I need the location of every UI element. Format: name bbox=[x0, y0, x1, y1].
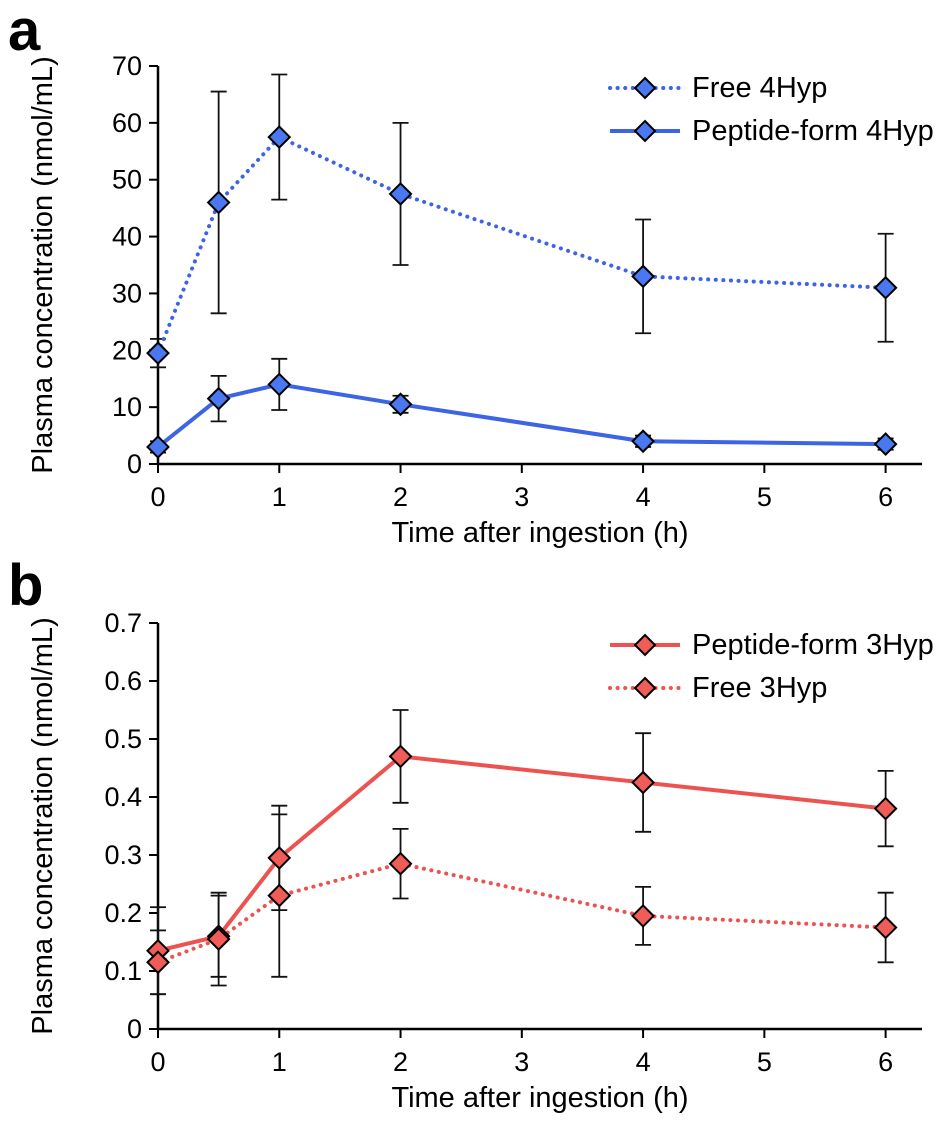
data-point-marker bbox=[267, 845, 292, 870]
data-point-marker bbox=[873, 275, 898, 300]
data-point-marker bbox=[873, 432, 898, 457]
data-point-marker bbox=[146, 341, 170, 366]
x-tick-label: 3 bbox=[514, 482, 529, 512]
data-point-marker bbox=[631, 429, 655, 454]
data-point-marker bbox=[267, 883, 292, 908]
y-tick-label: 0.7 bbox=[104, 608, 142, 638]
y-tick-label: 0.1 bbox=[104, 956, 142, 986]
series-line bbox=[156, 861, 888, 965]
data-point-marker bbox=[631, 264, 655, 289]
data-point-marker bbox=[388, 851, 413, 876]
x-tick-label: 6 bbox=[878, 482, 893, 512]
data-point-marker bbox=[388, 182, 413, 206]
data-point-marker bbox=[146, 435, 170, 459]
legend-label: Peptide-form 3Hyp bbox=[692, 629, 934, 661]
legend-marker bbox=[633, 633, 657, 657]
data-point-marker bbox=[388, 744, 413, 769]
x-tick-label: 4 bbox=[636, 482, 651, 512]
y-tick-label: 40 bbox=[112, 222, 142, 252]
x-axis-title: Time after ingestion (h) bbox=[391, 517, 688, 549]
y-tick-label: 60 bbox=[112, 108, 142, 138]
y-axis-title: Plasma concentration (nmol/mL) bbox=[27, 617, 59, 1034]
y-tick-label: 0.3 bbox=[104, 840, 142, 870]
y-tick-label: 0.4 bbox=[104, 782, 142, 812]
data-point-marker bbox=[206, 927, 231, 952]
data-point-marker bbox=[146, 950, 170, 975]
data-point-marker bbox=[388, 392, 413, 417]
data-point-marker bbox=[631, 903, 655, 928]
data-point-marker bbox=[206, 386, 231, 411]
panel-a-label: a bbox=[8, 0, 41, 63]
data-point-marker bbox=[267, 125, 292, 149]
y-axis-title: Plasma concentration (nmol/mL) bbox=[27, 56, 59, 473]
legend-marker bbox=[633, 676, 657, 700]
x-tick-label: 2 bbox=[393, 1047, 408, 1077]
y-tick-label: 30 bbox=[112, 278, 142, 308]
y-tick-label: 0.6 bbox=[104, 666, 142, 696]
x-tick-label: 5 bbox=[757, 482, 772, 512]
chart-panel-b: 0 1 2 3 4 5 6 0 0.1 0.2 0.3 0.4 0.5 0.6 0.7 Time after … bbox=[27, 608, 934, 1114]
series-line bbox=[156, 382, 886, 449]
y-tick-label: 0.2 bbox=[104, 898, 142, 928]
panel-b-label: b bbox=[8, 553, 44, 618]
y-tick-label: 0 bbox=[127, 1014, 142, 1044]
legend-label: Peptide-form 4Hyp bbox=[692, 115, 934, 147]
x-tick-label: 1 bbox=[272, 482, 287, 512]
y-tick-label: 20 bbox=[112, 335, 142, 365]
legend-label: Free 3Hyp bbox=[692, 672, 827, 704]
y-tick-label: 0 bbox=[127, 449, 142, 479]
x-tick-label: 6 bbox=[878, 1047, 893, 1077]
x-tick-label: 1 bbox=[272, 1047, 287, 1077]
y-tick-label: 0.5 bbox=[104, 724, 142, 754]
series-line bbox=[156, 134, 888, 356]
data-point-marker bbox=[267, 372, 292, 397]
x-axis-title: Time after ingestion (h) bbox=[391, 1082, 688, 1114]
x-tick-label: 3 bbox=[514, 1047, 529, 1077]
x-tick-label: 5 bbox=[757, 1047, 772, 1077]
y-tick-label: 10 bbox=[112, 392, 142, 422]
y-tick-label: 70 bbox=[112, 51, 142, 81]
legend-label: Free 4Hyp bbox=[692, 72, 827, 104]
data-point-marker bbox=[206, 190, 231, 215]
y-tick-label: 50 bbox=[112, 165, 142, 195]
legend-marker bbox=[633, 76, 657, 100]
x-tick-label: 0 bbox=[150, 1047, 165, 1077]
data-point-marker bbox=[873, 915, 898, 940]
data-point-marker bbox=[873, 796, 898, 821]
data-point-marker bbox=[631, 770, 655, 795]
legend-marker bbox=[633, 119, 657, 143]
x-tick-label: 2 bbox=[393, 482, 408, 512]
x-tick-label: 0 bbox=[150, 482, 165, 512]
x-tick-label: 4 bbox=[636, 1047, 651, 1077]
